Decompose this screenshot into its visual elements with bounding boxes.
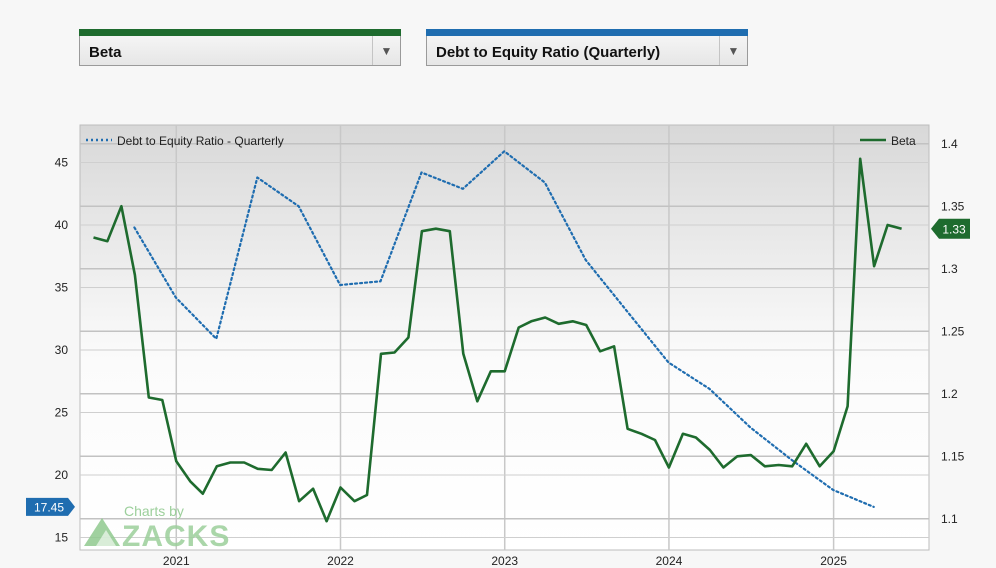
x-tick-label: 2022 [327, 554, 354, 568]
beta-value-flag [931, 218, 970, 239]
beta-selector-label: Beta [89, 44, 122, 61]
y-right-tick-label: 1.3 [941, 262, 958, 276]
selector-color-bar [426, 29, 748, 36]
chevron-down-icon[interactable]: ▼ [372, 36, 400, 65]
chevron-down-icon[interactable]: ▼ [719, 36, 747, 65]
watermark-line1: Charts by [124, 503, 184, 519]
x-tick-label: 2021 [163, 554, 190, 568]
y-right-tick-label: 1.15 [941, 449, 965, 463]
beta-last-value: 1.33 [942, 222, 966, 236]
y-left-tick-label: 20 [55, 468, 69, 482]
x-tick-label: 2023 [491, 554, 518, 568]
y-left-tick-label: 25 [55, 406, 69, 420]
debt-equity-last-value: 17.45 [34, 500, 64, 514]
x-tick-label: 2025 [820, 554, 847, 568]
y-left-tick-label: 35 [55, 281, 69, 295]
y-left-tick-label: 15 [55, 531, 69, 545]
zacks-watermark: Charts by ZACKS [84, 503, 230, 553]
debt-equity-line [133, 150, 875, 508]
y-left-tick-label: 45 [55, 156, 69, 170]
y-left-tick-label: 30 [55, 343, 69, 357]
beta-line [93, 157, 902, 523]
legend-label-debt: Debt to Equity Ratio - Quarterly [117, 134, 284, 148]
y-right-tick-label: 1.2 [941, 387, 958, 401]
y-right-tick-label: 1.4 [941, 137, 958, 151]
y-right-tick-label: 1.35 [941, 199, 965, 213]
y-left-tick-label: 40 [55, 218, 69, 232]
y-right-tick-label: 1.1 [941, 512, 958, 526]
legend-label-beta: Beta [891, 134, 916, 148]
x-tick-label: 2024 [656, 554, 683, 568]
ratio-selector-label: Debt to Equity Ratio (Quarterly) [436, 44, 661, 61]
beta-selector[interactable]: Beta ▼ [79, 29, 401, 66]
selector-color-bar [79, 29, 401, 36]
y-right-tick-label: 1.25 [941, 324, 965, 338]
debt-equity-value-flag [26, 497, 75, 516]
watermark-line2: ZACKS [122, 520, 230, 553]
ratio-selector[interactable]: Debt to Equity Ratio (Quarterly) ▼ [426, 29, 748, 66]
